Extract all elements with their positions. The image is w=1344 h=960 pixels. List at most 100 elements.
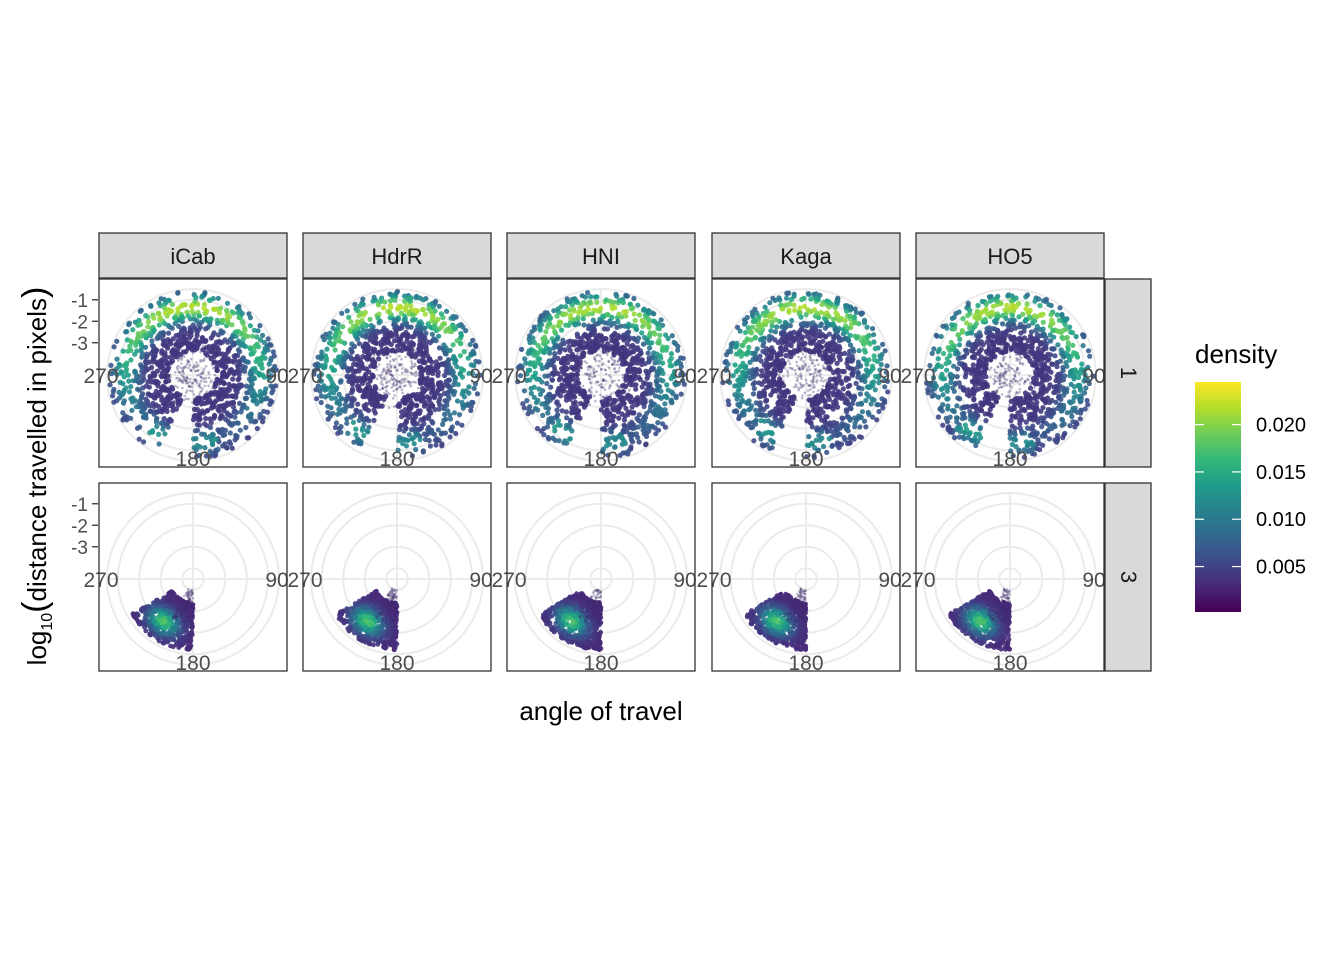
density-point	[413, 447, 419, 453]
density-point	[566, 307, 573, 313]
density-point	[314, 396, 320, 402]
density-point	[356, 417, 362, 423]
sparse-point	[592, 369, 595, 373]
density-point	[778, 415, 785, 421]
sparse-point	[385, 380, 388, 384]
density-point	[404, 412, 410, 418]
sparse-point	[199, 375, 203, 379]
sparse-point	[203, 377, 206, 380]
density-point	[816, 433, 822, 439]
density-point	[318, 399, 324, 406]
density-point	[879, 402, 885, 408]
density-point	[825, 341, 831, 347]
sparse-point	[799, 358, 803, 361]
density-point	[256, 393, 263, 399]
sparse-point	[601, 351, 605, 355]
sparse-point	[199, 404, 203, 407]
sparse-point	[583, 392, 587, 395]
density-point	[566, 389, 572, 395]
density-point	[265, 336, 271, 342]
density-point	[195, 416, 201, 422]
density-point	[220, 426, 226, 432]
sparse-point	[203, 357, 206, 360]
density-point	[443, 328, 449, 334]
sparse-point	[817, 369, 821, 373]
density-point	[613, 349, 619, 356]
density-point	[163, 401, 169, 408]
density-point	[247, 383, 254, 390]
sparse-point	[600, 367, 603, 371]
sparse-point	[415, 372, 418, 376]
density-point	[231, 369, 237, 375]
density-point	[871, 339, 877, 345]
sparse-point	[589, 390, 593, 393]
density-point	[214, 367, 220, 373]
density-point	[330, 367, 336, 373]
density-point	[653, 431, 659, 437]
sparse-point	[776, 355, 780, 358]
density-point	[612, 422, 618, 428]
density-point	[540, 412, 546, 418]
density-point	[225, 348, 231, 354]
sparse-point	[204, 364, 208, 368]
density-point	[423, 330, 429, 336]
density-point	[429, 331, 435, 337]
density-point	[154, 423, 160, 430]
sparse-point	[615, 370, 618, 374]
density-point	[413, 403, 419, 409]
density-point	[673, 361, 679, 367]
density-point	[160, 332, 166, 338]
density-point	[796, 341, 802, 347]
density-point	[408, 411, 414, 417]
density-point	[604, 345, 610, 351]
sparse-point	[396, 380, 399, 384]
density-point	[631, 295, 637, 302]
density-point	[778, 410, 784, 416]
sparse-point	[404, 397, 408, 400]
density-point	[813, 437, 819, 443]
density-point	[664, 344, 670, 350]
density-point	[608, 429, 614, 435]
sparse-point	[570, 380, 573, 383]
sparse-point	[825, 387, 829, 390]
sparse-point	[798, 347, 802, 350]
density-point	[397, 423, 403, 429]
density-point	[216, 351, 222, 357]
density-point	[237, 400, 243, 406]
density-point	[327, 335, 333, 341]
sparse-point	[384, 386, 387, 389]
density-point	[374, 399, 380, 405]
sparse-point	[809, 373, 812, 376]
density-point	[678, 391, 684, 397]
density-point	[359, 427, 365, 433]
density-point	[578, 343, 585, 349]
sparse-point	[615, 344, 618, 347]
density-point	[473, 343, 479, 349]
density-point	[257, 323, 263, 329]
density-point	[847, 332, 853, 338]
density-point	[164, 354, 170, 360]
density-point	[217, 415, 223, 421]
sparse-point	[195, 365, 199, 368]
density-point	[166, 330, 172, 336]
sparse-point	[423, 391, 427, 395]
density-point	[245, 333, 251, 339]
sparse-point	[593, 375, 596, 378]
sparse-point	[411, 355, 414, 359]
density-point	[531, 352, 537, 358]
density-point	[784, 321, 790, 327]
sparse-point	[178, 377, 181, 381]
density-point	[412, 307, 418, 313]
density-point	[658, 317, 664, 323]
sparse-point	[583, 360, 587, 363]
density-point	[201, 305, 207, 311]
sparse-point	[187, 385, 190, 388]
density-point	[213, 436, 219, 442]
sparse-point	[611, 358, 614, 361]
density-point	[736, 416, 742, 422]
density-point	[669, 333, 675, 339]
density-point	[203, 338, 209, 344]
density-point	[784, 302, 790, 308]
angle-tick-label: 90	[469, 365, 492, 388]
density-point	[221, 380, 227, 386]
